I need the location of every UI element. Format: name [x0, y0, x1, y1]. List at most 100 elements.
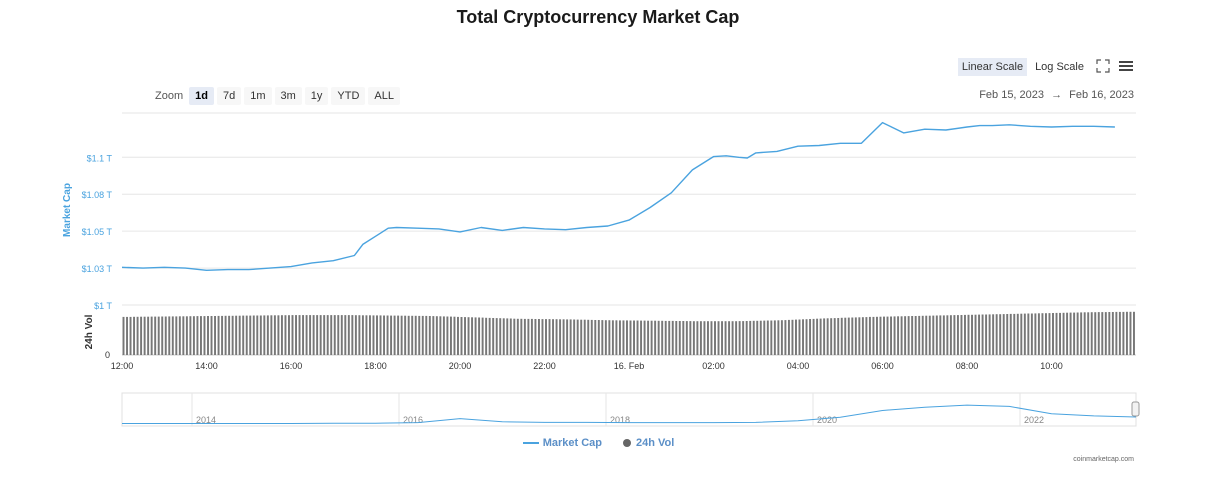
- volume-bar: [316, 315, 319, 355]
- volume-bar: [1108, 312, 1111, 355]
- volume-bar: [685, 321, 688, 355]
- volume-bar: [714, 321, 716, 355]
- volume-bar: [555, 319, 558, 355]
- chart-title: Total Cryptocurrency Market Cap: [456, 7, 740, 27]
- volume-bar: [168, 316, 171, 355]
- volume-bar: [530, 318, 533, 355]
- volume-bar: [999, 314, 1002, 355]
- volume-bar: [280, 315, 283, 355]
- volume-bar: [883, 316, 885, 355]
- zoom-7d-button[interactable]: 7d: [216, 87, 242, 105]
- volume-bar: [1020, 313, 1023, 355]
- navigator-year-label: 2018: [610, 415, 630, 425]
- volume-bar: [1062, 312, 1065, 355]
- market-cap-chart[interactable]: $1 T $1.03 T $1.05 T $1.08 T $1.1 T Market Ca…: [0, 0, 1218, 440]
- log-scale-button[interactable]: Log Scale: [1035, 61, 1084, 73]
- volume-bar: [288, 315, 290, 355]
- zoom-3m-button[interactable]: 3m: [274, 87, 302, 105]
- volume-bar: [150, 316, 153, 355]
- volume-bar: [925, 315, 928, 355]
- market-cap-line: [121, 121, 1115, 271]
- volume-bar: [858, 317, 861, 355]
- volume-bar: [309, 315, 312, 355]
- fullscreen-icon[interactable]: [1096, 58, 1110, 76]
- volume-bar: [580, 319, 583, 355]
- volume-bar: [696, 321, 699, 355]
- volume-bar: [615, 320, 618, 355]
- volume-bar: [298, 315, 301, 355]
- zoom-ytd-button[interactable]: YTD: [331, 87, 366, 105]
- volume-bar: [161, 316, 164, 355]
- volume-bar: [1030, 313, 1033, 355]
- zoom-1y-button[interactable]: 1y: [304, 87, 329, 105]
- volume-bar: [594, 320, 597, 355]
- volume-bar: [985, 314, 988, 355]
- market-cap-axis-label: Market Cap: [62, 183, 73, 237]
- volume-bar: [1066, 312, 1069, 355]
- volume-bar: [319, 315, 322, 355]
- volume-bar: [777, 320, 780, 355]
- zoom-all-button[interactable]: ALL: [368, 87, 400, 105]
- volume-bar: [784, 320, 787, 355]
- volume-bar: [1006, 314, 1009, 355]
- zoom-1m-button[interactable]: 1m: [244, 87, 272, 105]
- volume-bar: [1125, 311, 1128, 355]
- navigator-handle[interactable]: [1131, 401, 1140, 417]
- legend-market-cap[interactable]: Market Cap: [522, 437, 602, 449]
- volume-bar: [780, 320, 783, 355]
- navigator-year-label: 2020: [817, 415, 837, 425]
- volume-bar: [154, 316, 157, 355]
- volume-bar: [706, 321, 709, 355]
- volume-bar: [133, 316, 136, 355]
- volume-bar: [675, 321, 678, 355]
- volume-bar: [689, 321, 692, 355]
- volume-bar: [365, 315, 368, 355]
- volume-bar: [1002, 314, 1005, 355]
- volume-bar: [721, 321, 724, 355]
- volume-bar: [368, 315, 371, 355]
- volume-bar: [390, 315, 393, 355]
- date-range: Feb 15, 2023 → Feb 16, 2023: [979, 89, 1134, 101]
- menu-icon[interactable]: [1118, 59, 1134, 76]
- volume-bar: [893, 316, 896, 355]
- volume-bar: [787, 319, 790, 355]
- volume-bar: [935, 315, 938, 355]
- legend-volume[interactable]: 24h Vol: [622, 437, 674, 449]
- volume-bar: [270, 315, 273, 355]
- volume-bar: [795, 319, 797, 355]
- zoom-1d-button[interactable]: 1d: [189, 87, 214, 105]
- range-from[interactable]: Feb 15, 2023: [979, 89, 1045, 101]
- volume-bar: [735, 321, 738, 355]
- volume-bar: [1048, 313, 1051, 355]
- volume-bar: [421, 315, 424, 355]
- volume-bar: [506, 318, 509, 355]
- volume-bar: [939, 315, 942, 355]
- volume-bar: [1044, 313, 1047, 355]
- volume-bar: [833, 318, 836, 355]
- volume-bar: [897, 316, 900, 355]
- volume-bar: [956, 315, 959, 355]
- volume-bar: [703, 321, 706, 355]
- volume-bar: [312, 315, 315, 356]
- range-to[interactable]: Feb 16, 2023: [1069, 89, 1134, 101]
- volume-bar: [425, 315, 428, 355]
- y-tick-label: $1.08 T: [82, 190, 113, 200]
- volume-bar: [618, 320, 621, 355]
- x-tick-label: 12:00: [111, 361, 134, 371]
- volume-bar: [763, 320, 766, 355]
- volume-bar: [175, 316, 178, 355]
- linear-scale-button[interactable]: Linear Scale: [957, 58, 1028, 76]
- volume-bar: [386, 315, 389, 355]
- volume-bar: [129, 316, 132, 355]
- volume-bar: [330, 315, 333, 355]
- volume-bar: [678, 321, 681, 355]
- volume-bar: [453, 316, 456, 355]
- volume-bar: [1041, 313, 1044, 355]
- volume-bar: [587, 319, 590, 355]
- navigator-year-label: 2016: [403, 415, 423, 425]
- volume-bar: [344, 315, 347, 355]
- fullscreen-icon-graphic: [1096, 58, 1110, 73]
- volume-bar: [949, 315, 952, 355]
- volume-bar: [728, 321, 731, 355]
- volume-bar: [661, 320, 664, 355]
